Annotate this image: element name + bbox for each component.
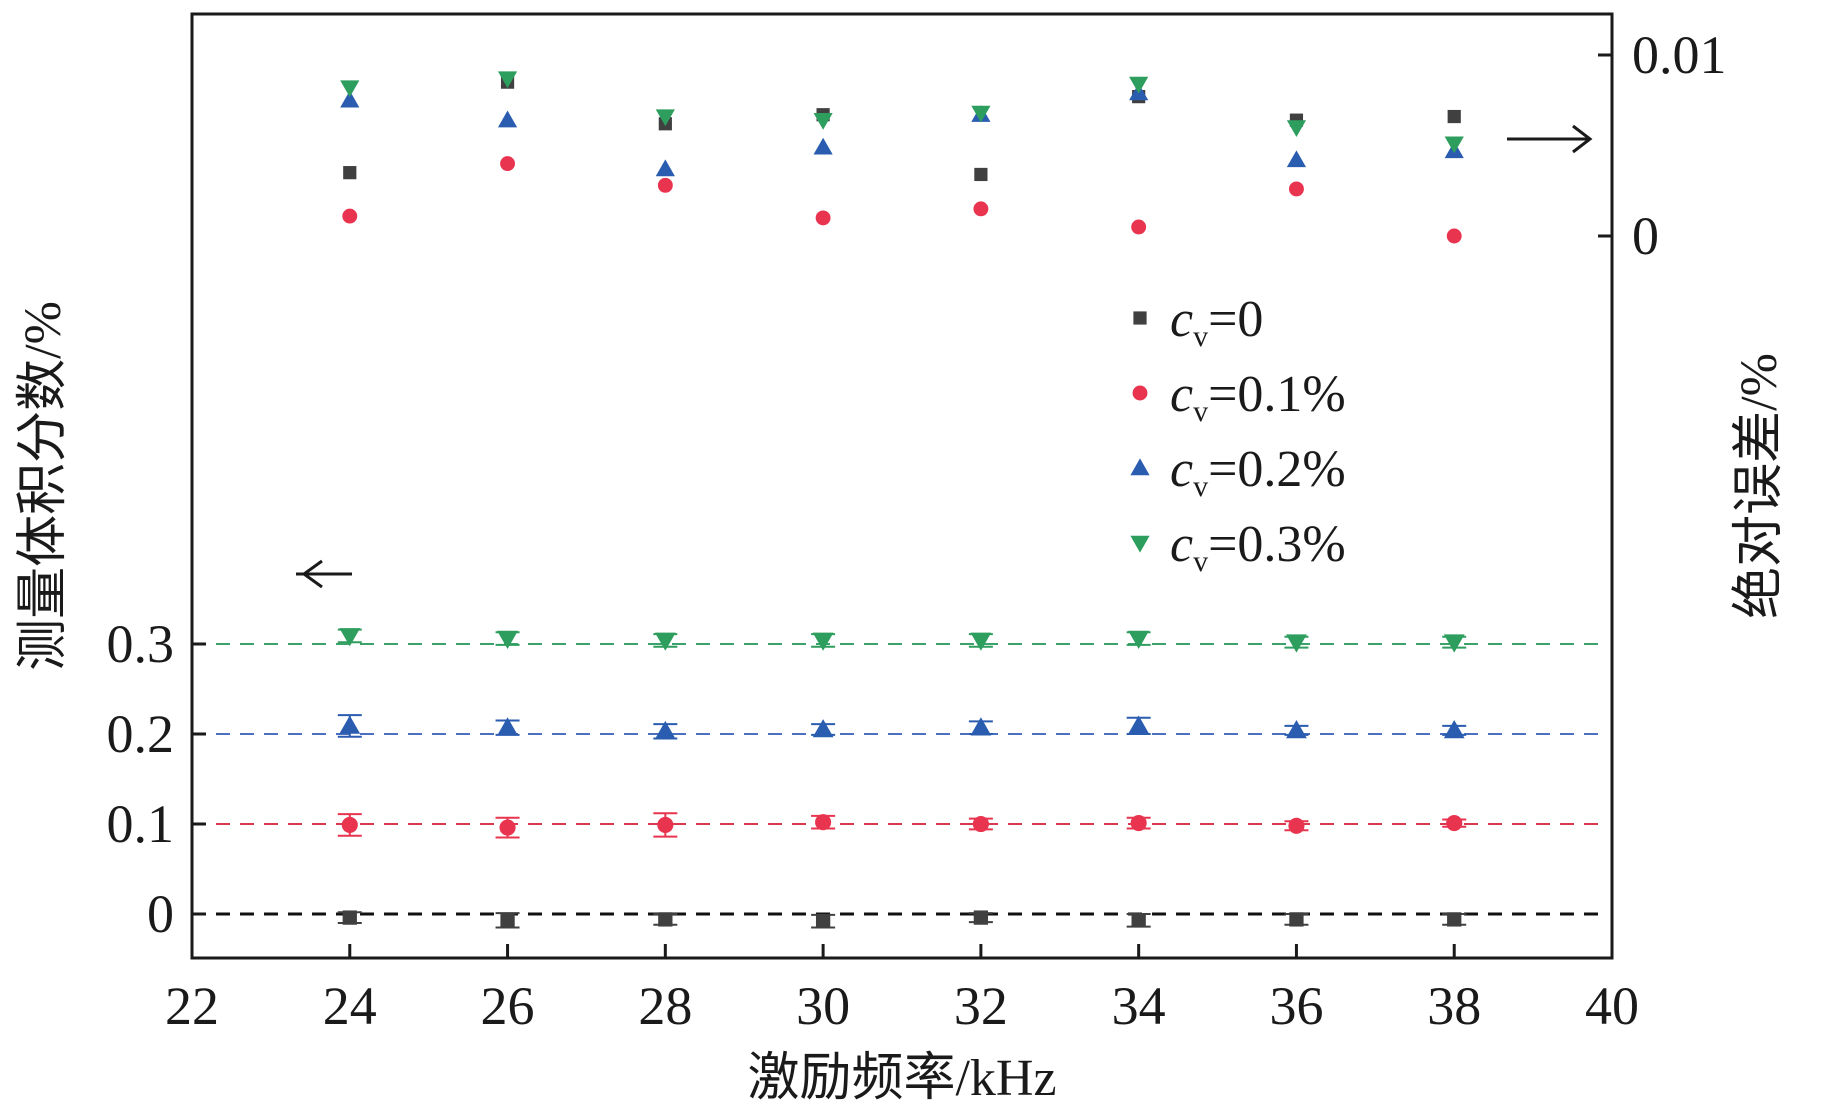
measured-point [1446,815,1463,832]
measured-point [970,632,992,651]
left-tick-label: 0.3 [107,614,175,674]
abs-error-point [813,112,833,130]
reference-lines [192,643,1602,916]
abs-error-point [1447,109,1461,124]
measured-point [1288,817,1305,834]
left-axis-title: 测量体积分数/% [15,301,72,671]
data-points [337,71,1467,929]
right-tick-label: 0.01 [1632,25,1727,85]
left-axis-ticks: 0 0.1 0.2 0.3 [107,614,206,944]
measured-point [500,913,515,928]
abs-error-point [657,177,673,193]
abs-error-point [655,109,675,127]
abs-error-point [973,201,989,217]
abs-error-point [497,71,518,89]
measured-point [342,910,357,925]
right-axis-ticks: 00.01 [1598,25,1727,266]
legend-label: cv=0.3% [1170,516,1346,578]
measured-point [972,815,989,833]
x-axis-ticks: 22 24 26 28 30 32 34 36 38 40 [165,944,1639,1036]
abs-error-point [1289,181,1304,197]
x-axis-title: 激励频率/kHz [747,1050,1056,1107]
legend-label: cv=0.1% [1170,366,1346,428]
measured-point [1447,912,1462,927]
measured-point [654,720,676,740]
measured-point [815,914,831,929]
measured-point [657,816,674,833]
abs-error-point [343,166,357,180]
measured-point [812,719,834,738]
left-tick-label: 0 [147,884,174,944]
x-tick-label: 36 [1269,976,1323,1036]
measured-point [1289,912,1304,927]
right-axis-arrow [1507,124,1593,154]
measured-point [658,912,673,927]
abs-error-point [340,80,360,98]
measured-point [1443,720,1465,739]
abs-error-point [340,90,360,108]
measured-point [812,632,834,651]
legend: cv=0 cv=0.1% cv=0.2% cv=0.3% [1130,291,1346,578]
measured-point [815,814,832,831]
abs-error-point [497,110,518,128]
x-tick-label: 24 [323,976,377,1036]
legend-marker [1133,311,1147,325]
legend-marker [1130,458,1150,476]
legend-label: cv=0.2% [1170,441,1346,503]
abs-error-point [1444,136,1464,154]
abs-error-point [815,210,831,226]
abs-error-point [813,137,833,155]
x-tick-label: 30 [796,976,850,1036]
right-tick-label: 0 [1632,206,1659,266]
right-axis-title: 绝对误差/% [1731,353,1788,619]
measured-point [1130,815,1147,832]
abs-error-point [1129,76,1149,94]
x-tick-label: 26 [481,976,535,1036]
abs-error-point [655,159,675,177]
measured-point [654,632,676,651]
measured-point [339,715,361,734]
x-tick-label: 22 [165,976,219,1036]
measured-point [973,910,989,925]
x-tick-label: 34 [1112,976,1166,1036]
abs-error-point [1286,150,1307,168]
abs-error-point [1286,120,1307,137]
abs-error-point [500,156,515,172]
measured-point [1286,720,1307,739]
x-tick-label: 40 [1585,976,1639,1036]
x-tick-label: 38 [1427,976,1481,1036]
measured-point [1286,634,1307,653]
x-tick-label: 32 [954,976,1008,1036]
measured-point [497,630,518,649]
abs-error-point [971,105,991,123]
left-tick-label: 0.2 [107,704,175,764]
measured-point [339,628,361,647]
measured-point [341,816,358,833]
abs-error-point [974,167,988,182]
measured-point [1131,913,1146,928]
measured-point [1128,715,1150,734]
legend-label: cv=0 [1170,291,1263,353]
legend-marker [1132,385,1148,401]
measured-point [970,717,992,736]
left-tick-label: 0.1 [107,794,175,854]
legend-marker [1130,535,1150,553]
left-axis-arrow [296,559,352,589]
abs-error-point [342,208,358,224]
measured-point [497,717,518,736]
measured-point [1443,634,1465,653]
measured-point [1128,630,1150,649]
x-tick-label: 28 [638,976,692,1036]
abs-error-point [1446,228,1462,244]
abs-error-point [1131,219,1147,235]
plot-frame [190,12,1614,960]
measured-point [499,819,516,836]
